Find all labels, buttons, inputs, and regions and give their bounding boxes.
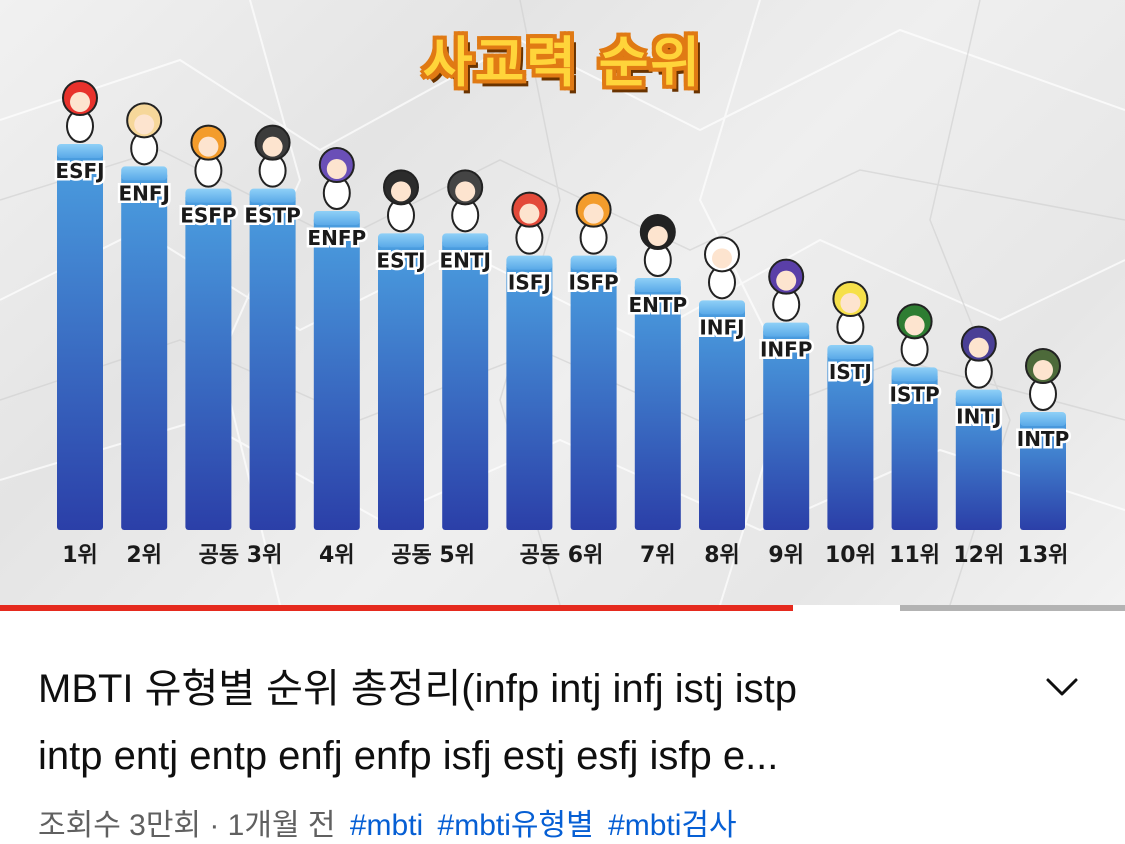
- bar-isfj: [506, 261, 553, 530]
- view-count-and-date: 조회수 3만회 · 1개월 전: [38, 809, 336, 842]
- bar-estp: [249, 194, 296, 530]
- character-entp: [639, 214, 676, 277]
- bar-cap: [763, 322, 810, 337]
- character-infj: [704, 236, 740, 300]
- character-intj: [960, 325, 997, 389]
- rank-label: 공동 3위: [199, 543, 283, 568]
- bar-label: ESTJ: [376, 248, 425, 272]
- bar-cap: [699, 300, 745, 315]
- video-progress-bar[interactable]: [0, 605, 1125, 611]
- hashtag-link[interactable]: #mbti검사: [608, 809, 737, 842]
- rank-label: 7위: [640, 543, 676, 568]
- ranking-bar-chart: ESFJ ENFJ ESFP ESTP ENFP ESTJ ENTJ ISFJ ISFP ENTP…: [55, 80, 1070, 568]
- bar-estj: [378, 239, 424, 531]
- character-entj: [447, 169, 484, 233]
- bar-intj: [955, 395, 1002, 530]
- character-esfj: [62, 80, 98, 143]
- rank-label: 2위: [126, 543, 162, 568]
- bar-cap: [570, 255, 617, 270]
- bar-cap: [185, 188, 232, 203]
- video-metadata: 조회수 3만회 · 1개월 전 #mbti #mbti유형별 #mbti검사: [38, 800, 1118, 844]
- rank-label: 8위: [704, 543, 740, 568]
- bar-intp: [1020, 418, 1066, 530]
- bar-istj: [827, 351, 874, 530]
- character-istp: [896, 303, 933, 367]
- character-estp: [254, 124, 291, 188]
- video-thumbnail[interactable]: 사교력 순위 ESFJ ENFJ ESFP ESTP ENFP ESTJ ENTJ ISFJ I…: [0, 0, 1125, 605]
- chart-title: 사교력 순위: [422, 31, 703, 94]
- rank-label: 9위: [768, 543, 804, 568]
- rank-label: 12위: [953, 543, 1004, 568]
- bar-entj: [442, 239, 489, 531]
- bar-label: ISFP: [569, 271, 619, 295]
- bar-label: INTJ: [956, 405, 1001, 429]
- hashtag-link[interactable]: #mbti: [349, 809, 424, 842]
- bar-cap: [313, 211, 360, 225]
- rank-label: 11위: [889, 543, 940, 568]
- bar-esfj: [57, 150, 103, 530]
- character-isfp: [575, 191, 612, 255]
- bar-infp: [763, 328, 810, 530]
- bar-label: INFP: [760, 338, 813, 362]
- character-enfp: [318, 147, 355, 210]
- rank-label: 공동 5위: [391, 543, 475, 568]
- bar-label: ESTP: [244, 204, 300, 228]
- bar-cap: [634, 278, 681, 292]
- bar-cap: [121, 166, 168, 181]
- video-title[interactable]: MBTI 유형별 순위 총정리(infp intj infj istj istp…: [38, 656, 1028, 790]
- bar-label: ENFP: [307, 226, 366, 250]
- rank-label: 13위: [1018, 543, 1069, 568]
- progress-buffered: [793, 605, 900, 611]
- chevron-down-icon: [1046, 678, 1078, 696]
- character-enfj: [126, 102, 163, 166]
- bar-istp: [891, 373, 938, 530]
- character-isfj: [511, 191, 548, 255]
- progress-played: [0, 605, 794, 611]
- bar-enfj: [121, 172, 168, 531]
- video-title-line-1: MBTI 유형별 순위 총정리(infp intj infj istj istp: [38, 667, 797, 711]
- bar-cap: [1020, 412, 1066, 426]
- bar-cap: [442, 233, 489, 248]
- bar-esfp: [185, 194, 232, 530]
- bar-cap: [57, 144, 103, 158]
- bar-label: ISFJ: [508, 271, 551, 295]
- bar-label: ENTJ: [439, 248, 490, 272]
- character-estj: [383, 169, 419, 233]
- character-infp: [768, 258, 805, 322]
- bar-label: ENTP: [628, 293, 687, 317]
- bar-label: ENFJ: [118, 181, 170, 205]
- bar-cap: [891, 367, 938, 382]
- bar-cap: [827, 345, 874, 359]
- bar-label: INFJ: [699, 315, 744, 339]
- bar-cap: [955, 389, 1002, 404]
- bar-label: INTP: [1017, 427, 1069, 451]
- bar-entp: [634, 284, 681, 530]
- rank-label: 1위: [62, 543, 98, 568]
- character-istj: [832, 281, 869, 344]
- hashtag-link[interactable]: #mbti유형별: [437, 809, 594, 842]
- bar-infj: [699, 306, 745, 530]
- video-title-line-2: intp entj entp enfj enfp isfj estj esfj …: [38, 734, 779, 778]
- rank-label: 4위: [319, 543, 355, 568]
- rank-label: 10위: [825, 543, 876, 568]
- character-esfp: [190, 124, 227, 188]
- bar-label: ISTJ: [829, 360, 872, 384]
- rank-label: 공동 6위: [520, 543, 604, 568]
- bar-enfp: [313, 217, 360, 530]
- bar-isfp: [570, 261, 617, 530]
- bar-cap: [378, 233, 424, 248]
- bar-cap: [506, 255, 553, 270]
- bar-cap: [249, 188, 296, 203]
- bar-label: ISTP: [890, 382, 940, 406]
- bar-label: ESFJ: [55, 159, 104, 183]
- bar-label: ESFP: [180, 204, 236, 228]
- character-intp: [1025, 348, 1061, 411]
- expand-description-button[interactable]: [1040, 670, 1084, 706]
